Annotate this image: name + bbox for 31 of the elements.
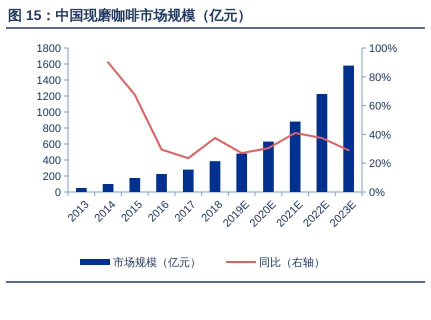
- bar: [156, 174, 167, 192]
- y2-tick-label: 40%: [369, 129, 392, 142]
- legend-label: 同比（右轴）: [259, 256, 325, 269]
- y-tick-label: 600: [42, 139, 61, 151]
- bar: [102, 184, 114, 192]
- bar: [290, 122, 301, 192]
- y2-tick-label: 0%: [369, 187, 386, 199]
- y-tick-label: 1600: [36, 59, 61, 71]
- y-tick-label: 1000: [36, 107, 61, 119]
- y-tick-label: 1200: [36, 91, 61, 103]
- y2-tick-label: 80%: [369, 72, 392, 84]
- y-tick-label: 0: [54, 187, 61, 199]
- y2-tick-label: 60%: [369, 100, 392, 113]
- bar: [182, 170, 194, 192]
- bar: [316, 94, 328, 192]
- chart-title: 图 15：中国现磨咖啡市场规模（亿元）: [8, 7, 252, 23]
- line-series: [107, 61, 350, 160]
- y2-tick-label: 20%: [369, 158, 392, 170]
- bar: [263, 142, 274, 192]
- y-tick-label: 800: [42, 123, 61, 135]
- y2-tick-label: 100%: [369, 43, 398, 55]
- y-tick-label: 200: [42, 171, 61, 183]
- bar: [210, 161, 220, 192]
- bar: [236, 154, 248, 192]
- bar: [343, 66, 354, 192]
- y-tick-label: 1400: [36, 75, 61, 87]
- y-tick-label: 1800: [36, 43, 61, 55]
- y-tick-label: 400: [42, 155, 61, 167]
- bar: [129, 178, 140, 192]
- bar: [76, 188, 87, 192]
- legend-label: 市场规模（亿元）: [113, 256, 201, 269]
